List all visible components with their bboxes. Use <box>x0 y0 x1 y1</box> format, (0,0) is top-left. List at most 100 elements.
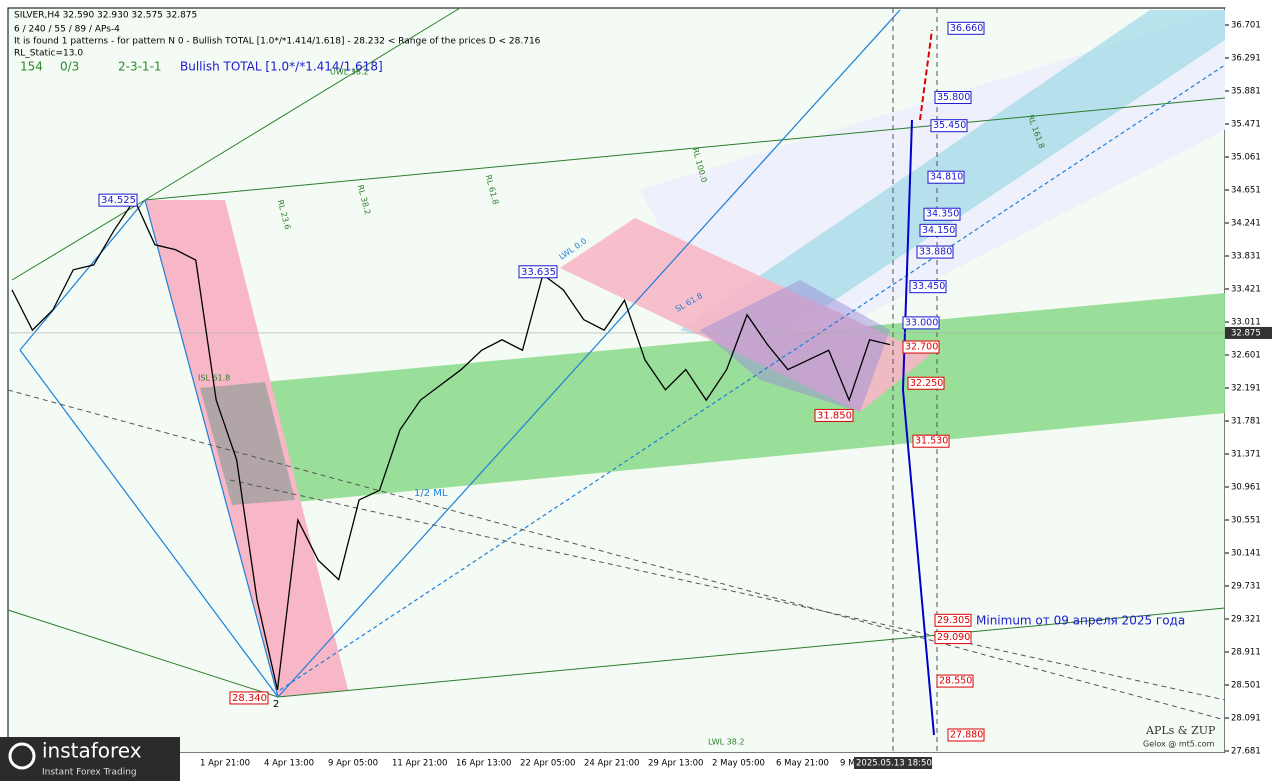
pivot-label: 31.850 <box>817 410 852 421</box>
level-label: 34.810 <box>930 172 963 183</box>
time-cursor-box <box>854 757 932 769</box>
level-box <box>934 613 972 627</box>
y-tick-label: 35.471 <box>1231 120 1261 130</box>
level-box <box>927 170 965 184</box>
level-box <box>947 728 985 742</box>
level-box <box>934 91 972 105</box>
x-tick-label: 16 Apr 13:00 <box>456 759 511 769</box>
level-label: 31.530 <box>915 436 948 447</box>
level-label: 32.700 <box>905 342 938 353</box>
x-tick-label: 9 Apr 05:00 <box>328 759 378 769</box>
time-axis <box>0 753 1225 781</box>
x-tick-label: 29 Apr 13:00 <box>648 759 703 769</box>
level-label: 29.305 <box>937 615 970 626</box>
level-box <box>919 223 957 237</box>
level-label: 35.800 <box>937 92 970 103</box>
x-tick-label: 6 May 21:00 <box>776 759 829 769</box>
y-tick-label: 29.731 <box>1231 582 1261 592</box>
logo-box <box>0 737 180 781</box>
level-box <box>947 21 985 35</box>
header-line: 6 / 240 / 55 / 89 / APs-4 <box>14 25 120 35</box>
level-label: 29.090 <box>937 632 970 643</box>
pivot-box <box>814 408 854 422</box>
x-tick-label: 24 Apr 21:00 <box>584 759 639 769</box>
level-label: 34.150 <box>922 225 955 236</box>
pivot-label: 33.635 <box>521 267 556 278</box>
y-tick-label: 34.651 <box>1231 186 1261 196</box>
blue-lines <box>19 9 1226 698</box>
pivot-box <box>98 193 138 207</box>
chart-title: SILVER,H4 32.590 32.930 32.575 32.875 <box>14 11 197 21</box>
price-axis <box>1225 8 1272 781</box>
annotation: Minimum от 09 апреля 2025 года <box>976 614 1185 628</box>
pivot-label: 28.340 <box>232 693 267 704</box>
y-tick-label: 29.321 <box>1231 615 1261 625</box>
current-price: 32.875 <box>1231 328 1261 338</box>
y-tick-label: 33.011 <box>1231 318 1261 328</box>
level-label: 36.660 <box>950 23 983 34</box>
credit: APLs & ZUP <box>1145 724 1216 737</box>
level-box <box>916 245 954 259</box>
y-tick-label: 28.091 <box>1231 714 1261 724</box>
grey-zone <box>200 382 295 505</box>
x-tick-label: 2025.05.13 18:50 <box>856 759 932 769</box>
current-price-box <box>1225 326 1272 339</box>
level-box <box>936 674 974 688</box>
level-box <box>902 316 940 330</box>
green-channel <box>200 293 1225 503</box>
price-line <box>11 198 891 691</box>
projection <box>919 29 933 121</box>
annotation: ISL 61.8 <box>198 374 230 383</box>
pivot-box <box>518 265 558 279</box>
x-tick-label: 2 May 05:00 <box>712 759 765 769</box>
y-tick-label: 34.241 <box>1231 219 1261 229</box>
status: 2-3-1-1 <box>118 60 162 74</box>
status: Bullish TOTAL [1.0*/*1.414/1.618] <box>180 60 383 74</box>
level-box <box>909 280 947 294</box>
y-tick-label: 31.781 <box>1231 417 1261 427</box>
logo: instaforex <box>42 739 142 763</box>
level-label: 28.550 <box>939 676 972 687</box>
annotation: 1/2 ML <box>414 488 448 499</box>
level-label: 32.250 <box>910 378 943 389</box>
y-tick-label: 30.961 <box>1231 483 1261 493</box>
annotation: LWL 38.2 <box>708 738 744 747</box>
y-tick-label: 35.061 <box>1231 153 1261 163</box>
header-line: It is found 1 patterns - for pattern N 0… <box>14 37 541 47</box>
x-tick-label: 22 Apr 05:00 <box>520 759 575 769</box>
y-tick-label: 36.701 <box>1231 21 1261 31</box>
fork-lines <box>7 7 1226 698</box>
x-tick-label: 4 Apr 13:00 <box>264 759 314 769</box>
y-tick-label: 27.681 <box>1231 747 1261 757</box>
level-box <box>934 631 972 645</box>
y-tick-label: 33.831 <box>1231 252 1261 262</box>
level-box <box>923 207 961 221</box>
y-tick-label: 32.601 <box>1231 351 1261 361</box>
level-label: 33.000 <box>905 317 938 328</box>
y-tick-label: 28.501 <box>1231 681 1261 691</box>
level-label: 33.450 <box>912 281 945 292</box>
level-label: 27.880 <box>950 729 983 740</box>
purple-zone <box>700 280 890 412</box>
y-tick-label: 28.911 <box>1231 648 1261 658</box>
pivot-box <box>229 691 269 705</box>
status: 0/3 <box>60 60 79 74</box>
y-tick-label: 30.141 <box>1231 549 1261 559</box>
level-box <box>930 119 968 133</box>
level-label: 35.450 <box>933 120 966 131</box>
y-tick-label: 32.191 <box>1231 384 1261 394</box>
level-box <box>902 340 940 354</box>
logo-icon <box>8 742 36 770</box>
x-tick-label: 9 M <box>840 759 855 769</box>
y-tick-label: 35.881 <box>1231 87 1261 97</box>
pivot-label: 34.525 <box>101 195 136 206</box>
y-tick-label: 36.291 <box>1231 54 1261 64</box>
level-label: 33.880 <box>919 247 952 258</box>
level-box <box>907 376 945 390</box>
y-tick-label: 31.371 <box>1231 450 1261 460</box>
y-tick-label: 30.551 <box>1231 516 1261 526</box>
level-box <box>912 434 950 448</box>
x-tick-label: 1 Apr 21:00 <box>200 759 250 769</box>
